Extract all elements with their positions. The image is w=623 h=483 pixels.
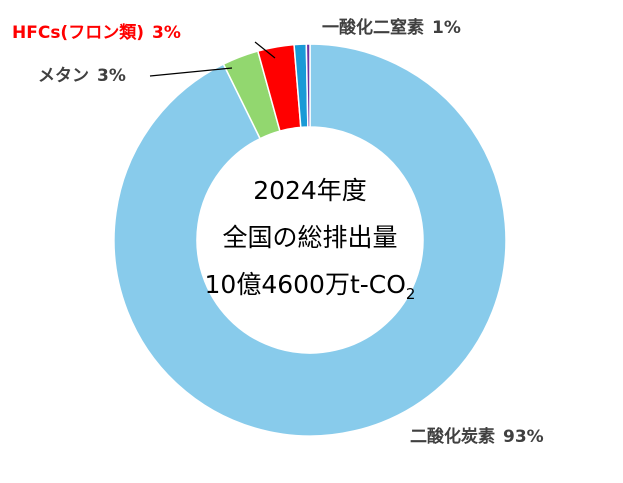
slice-label: 二酸化炭素 93% bbox=[410, 426, 544, 447]
center-text: 2024年度 bbox=[253, 176, 367, 205]
label-value: 3% bbox=[97, 66, 126, 86]
label-value: 1% bbox=[432, 18, 461, 38]
leader-line bbox=[254, 41, 276, 59]
label-name: 二酸化炭素 bbox=[410, 426, 495, 447]
center-line: 2024年度 bbox=[253, 176, 367, 205]
slice bbox=[113, 43, 507, 437]
label-value: 93% bbox=[503, 427, 544, 447]
slice-label: メタン 3% bbox=[38, 66, 126, 86]
leader-line bbox=[149, 67, 233, 77]
label-name: メタン bbox=[38, 66, 89, 86]
slice bbox=[305, 43, 311, 128]
center-text: 全国の総排出量 bbox=[222, 223, 397, 252]
label-value: 3% bbox=[152, 23, 181, 43]
label-name: HFCs(フロン類) bbox=[12, 23, 144, 43]
center-line: 10億4600万t-CO bbox=[205, 270, 406, 299]
center-text: 10億4600万t-CO2 bbox=[205, 270, 416, 303]
center-line: 全国の総排出量 bbox=[222, 223, 397, 252]
center-subscript: 2 bbox=[406, 285, 416, 303]
slice-label: 一酸化二窒素 1% bbox=[322, 17, 461, 38]
slice-label: HFCs(フロン類) 3% bbox=[12, 23, 181, 43]
label-name: 一酸化二窒素 bbox=[322, 17, 424, 38]
